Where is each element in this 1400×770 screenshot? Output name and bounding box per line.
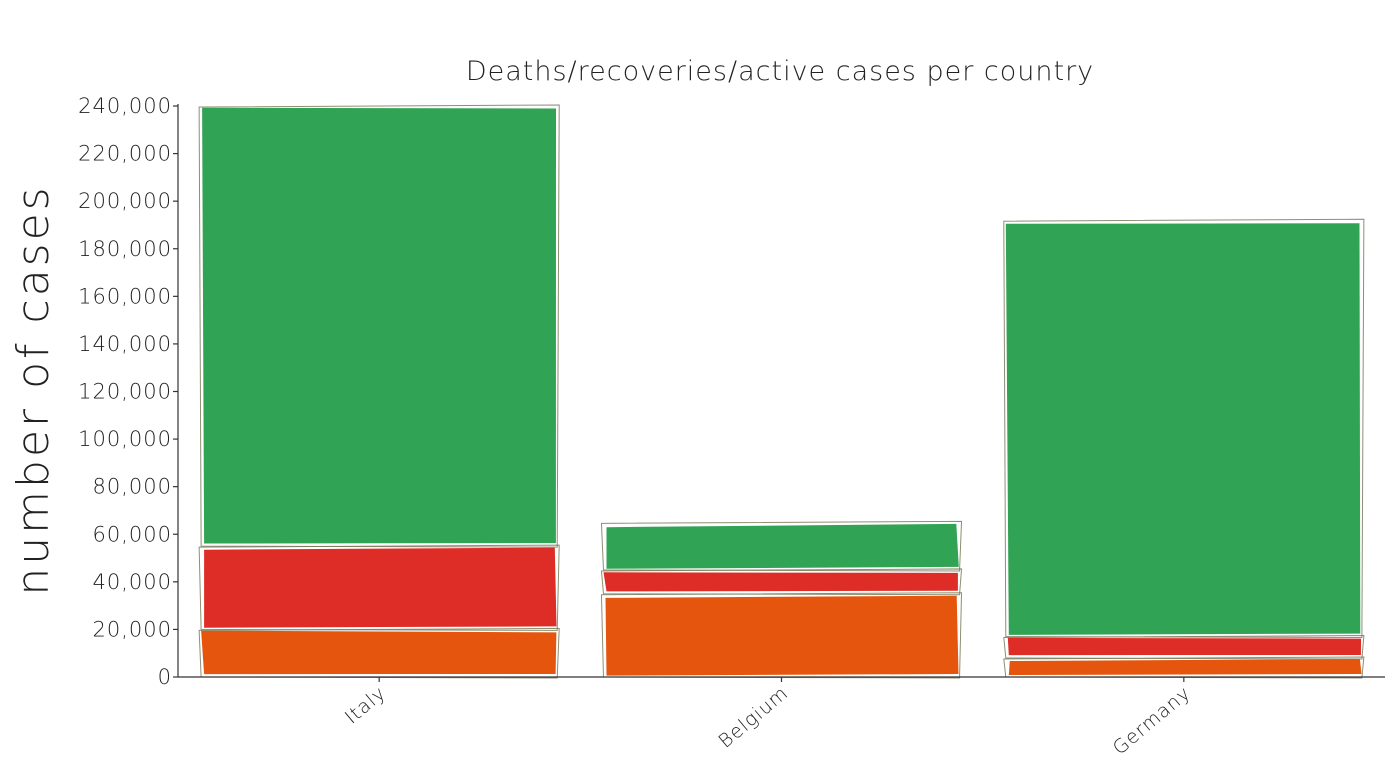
bar-segment-germany-1 (1007, 637, 1362, 656)
y-tick-label: 100,000 (78, 427, 172, 451)
x-tick-label-italy: Italy (341, 682, 391, 729)
y-tick-label: 120,000 (78, 380, 172, 404)
bar-outline-belgium-1 (600, 568, 963, 596)
bar-segment-italy-2 (202, 107, 556, 544)
bar-segment-belgium-0 (605, 595, 959, 676)
y-ticks: 0 20,000 40,000 60,000 80,000 100,000 120,000 1… (78, 94, 178, 689)
x-tick-label-germany: Germany (1109, 682, 1195, 759)
bar-segment-italy-0 (201, 630, 557, 675)
y-tick-label: 220,000 (78, 142, 172, 166)
y-axis-label: number of cases (8, 184, 59, 595)
y-tick-label: 0 (158, 665, 172, 689)
bar-outline-germany-2 (1003, 218, 1365, 639)
chart-title: Deaths/recoveries/active cases per count… (466, 56, 1094, 87)
bar-segment-germany-2 (1005, 223, 1361, 635)
y-tick-label: 160,000 (78, 284, 172, 308)
bar-outline-germany-1 (1003, 635, 1365, 660)
y-tick-label: 20,000 (93, 617, 172, 641)
x-tick-label-belgium: Belgium (715, 682, 793, 753)
bar-segment-germany-0 (1008, 659, 1362, 675)
bar-segment-italy-1 (204, 547, 557, 628)
y-tick-label: 180,000 (78, 237, 172, 261)
y-tick-label: 140,000 (78, 332, 172, 356)
y-tick-label: 200,000 (78, 189, 172, 213)
bar-outline-italy-1 (198, 544, 560, 631)
y-tick-label: 40,000 (93, 570, 172, 594)
bars-layer (198, 104, 1365, 679)
bar-outline-belgium-0 (600, 592, 963, 679)
bar-segment-belgium-2 (606, 523, 959, 569)
bar-outline-italy-2 (198, 104, 560, 548)
y-tick-label: 80,000 (93, 475, 172, 499)
bar-segment-belgium-1 (603, 572, 958, 592)
x-ticks: Italy Belgium Germany (341, 677, 1195, 759)
bar-outline-germany-0 (1003, 656, 1365, 679)
y-tick-label: 60,000 (93, 522, 172, 546)
bar-outline-belgium-2 (600, 520, 963, 572)
bar-outline-italy-0 (198, 627, 560, 679)
y-tick-label: 240,000 (78, 94, 172, 118)
